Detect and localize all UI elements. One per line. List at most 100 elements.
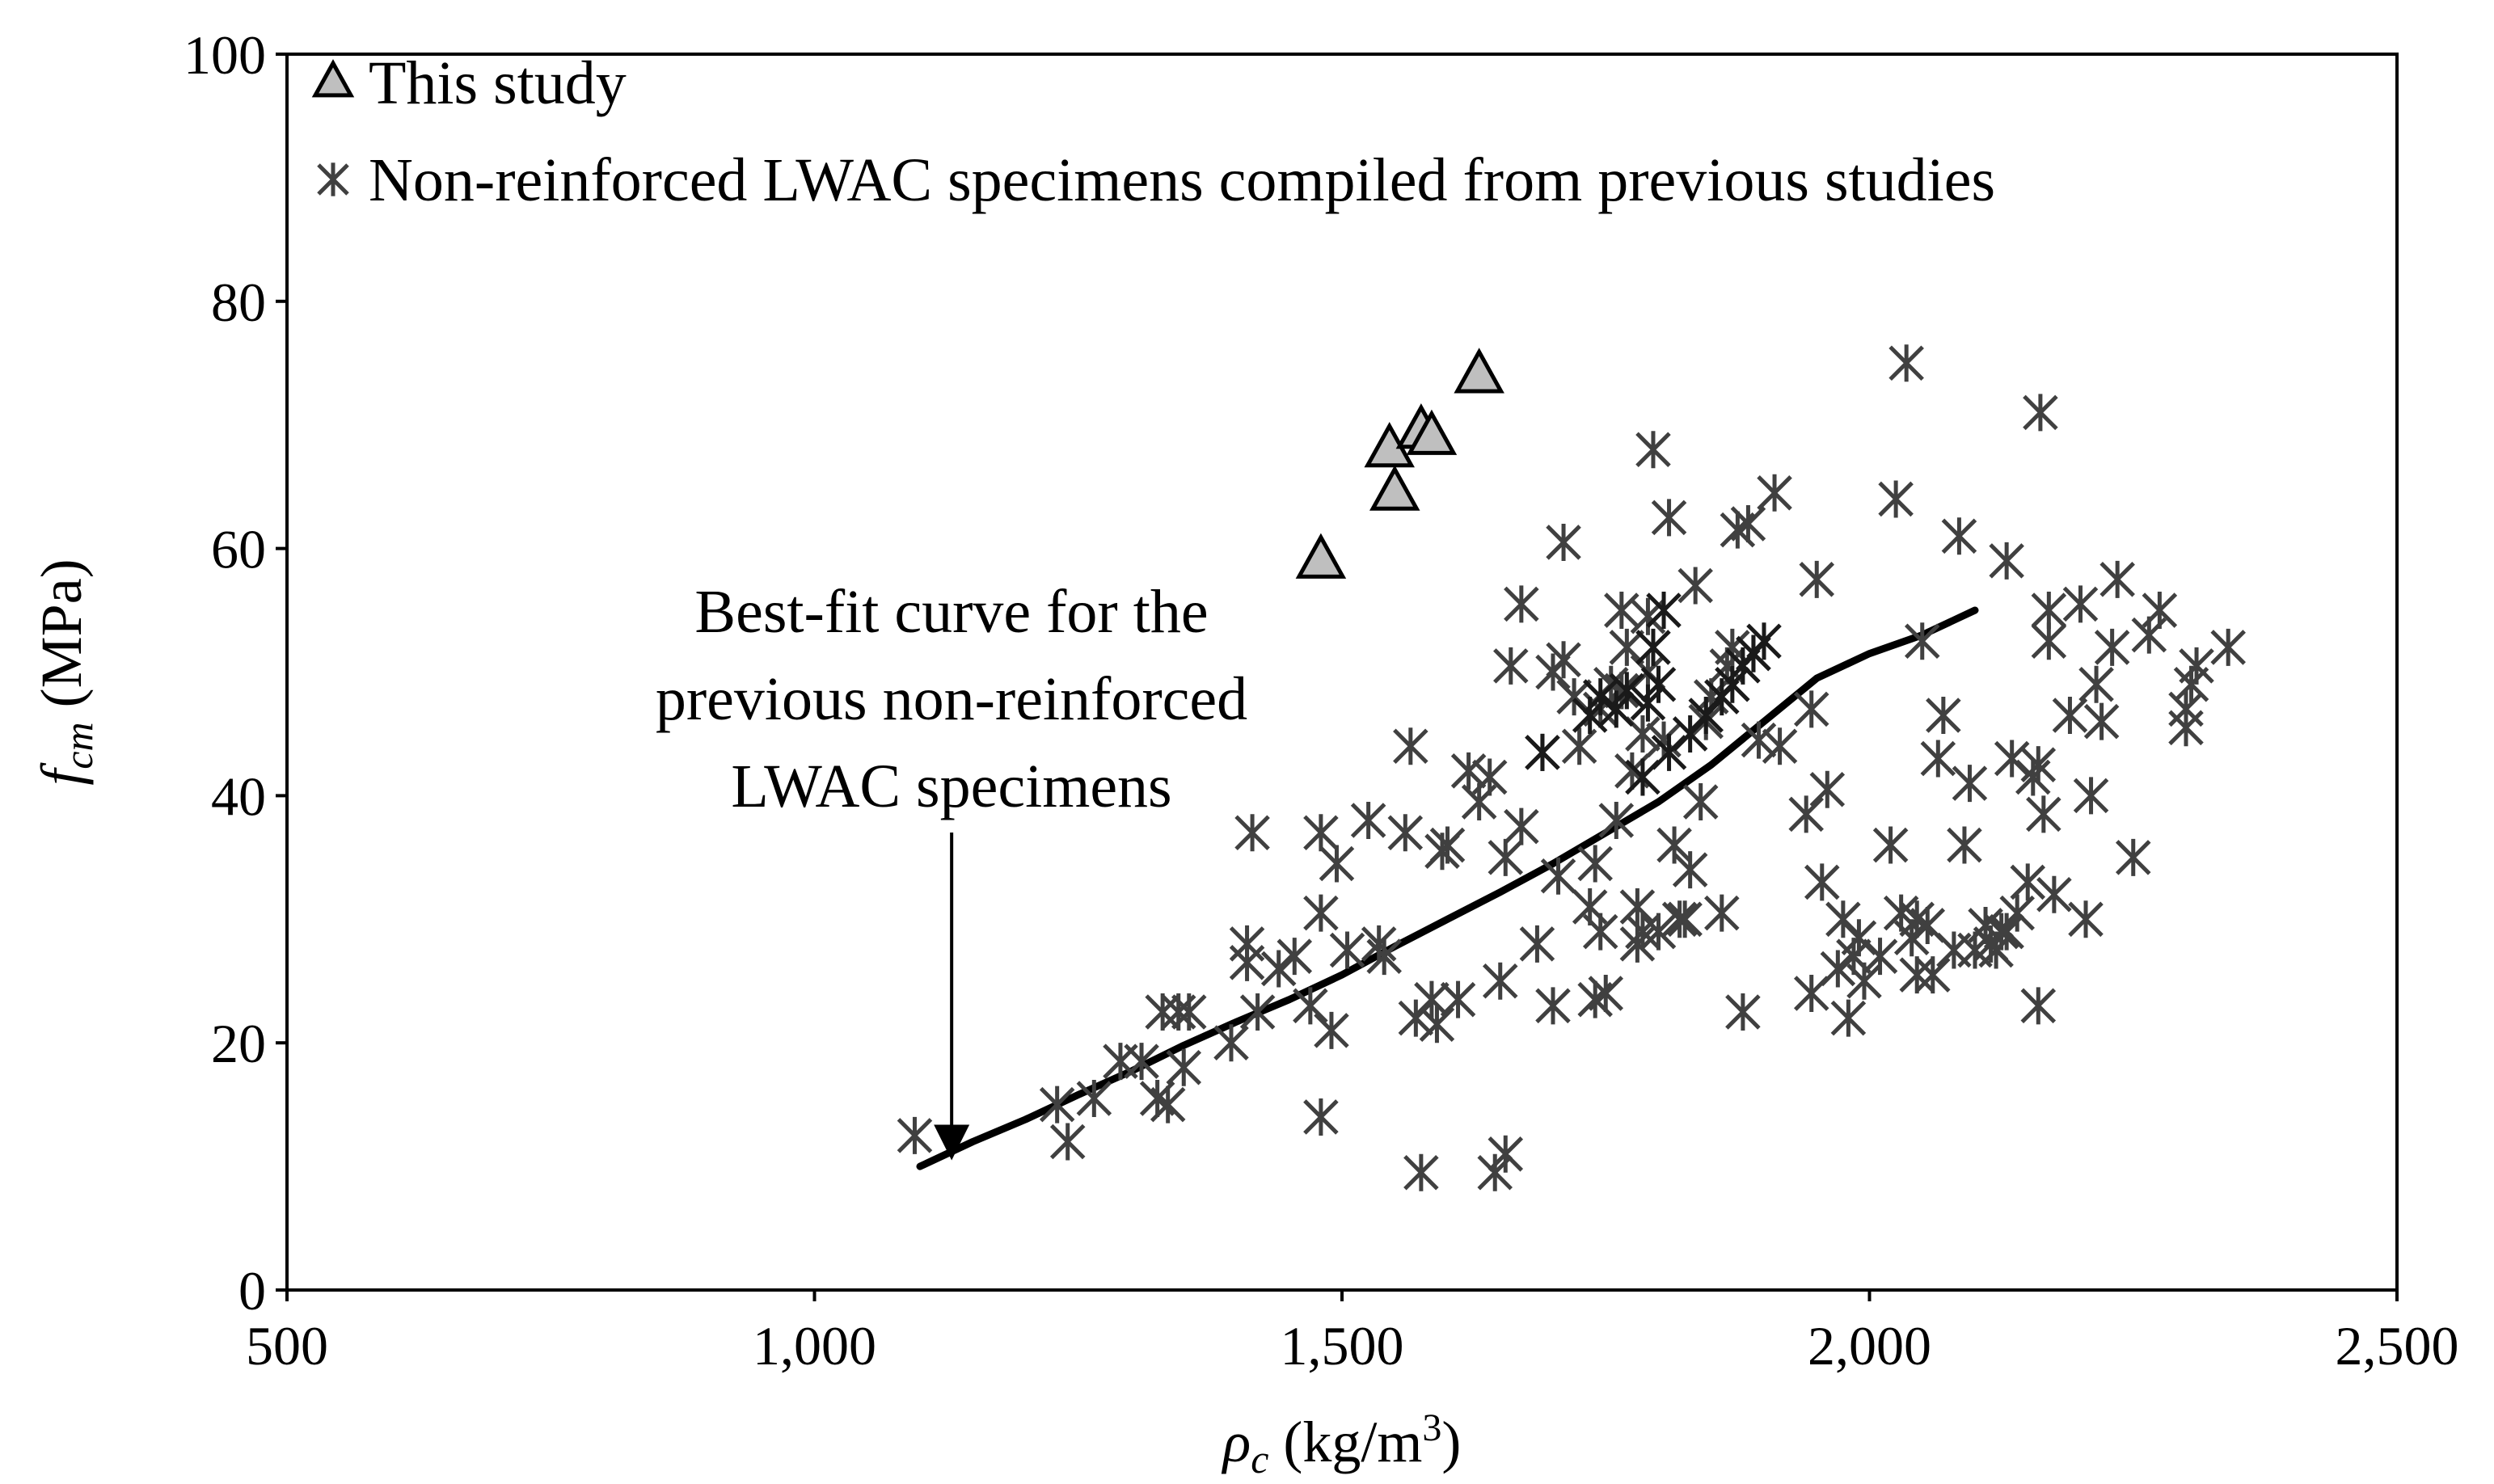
asterisk-point xyxy=(1677,567,1713,605)
asterisk-point xyxy=(1350,801,1386,839)
y-tick-label: 80 xyxy=(211,272,266,333)
asterisk-point xyxy=(1651,499,1687,537)
y-tick-label: 40 xyxy=(211,765,266,827)
asterisk-point xyxy=(1878,480,1914,518)
asterisk-point xyxy=(1393,727,1428,765)
x-axis-unit-pre: (kg/m xyxy=(1268,1410,1422,1474)
asterisk-point xyxy=(1904,622,1940,660)
asterisk-point xyxy=(1820,950,1856,988)
x-tick-label: 500 xyxy=(246,1315,328,1376)
asterisk-point xyxy=(1482,962,1518,1000)
asterisk-point xyxy=(1103,1043,1138,1081)
asterisk-point xyxy=(1229,925,1265,963)
x-axis-unit-sup: 3 xyxy=(1422,1406,1441,1449)
x-axis-symbol: ρ xyxy=(1222,1410,1251,1474)
asterisk-point xyxy=(1598,801,1635,839)
asterisk-point xyxy=(1546,523,1581,561)
x-tick-label: 1,500 xyxy=(1281,1315,1404,1376)
asterisk-point xyxy=(1561,727,1597,765)
x-axis-subscript: c xyxy=(1251,1436,1268,1482)
asterisk-point xyxy=(1150,1086,1186,1124)
asterisk-point xyxy=(1804,863,1840,901)
asterisk-point xyxy=(1419,1005,1455,1043)
asterisk-point xyxy=(2078,665,2114,703)
asterisk-point xyxy=(1862,938,1898,976)
asterisk-point xyxy=(1793,975,1829,1013)
annotation-line: previous non-reinforced xyxy=(656,665,1247,733)
asterisk-point xyxy=(1746,622,1782,660)
asterisk-point xyxy=(1672,851,1708,889)
asterisk-point xyxy=(1260,950,1297,988)
asterisk-point xyxy=(1303,894,1339,932)
asterisk-point xyxy=(1872,826,1909,864)
asterisk-point xyxy=(1888,344,1924,382)
asterisk-point xyxy=(1488,838,1524,876)
asterisk-point xyxy=(1319,845,1355,883)
asterisk-point xyxy=(1830,999,1867,1037)
asterisk-point xyxy=(1303,1098,1339,1136)
y-tick-label: 20 xyxy=(211,1013,266,1074)
legend-label: Non-reinforced LWAC specimens compiled f… xyxy=(369,146,1995,214)
asterisk-point xyxy=(1440,980,1476,1018)
asterisk-point xyxy=(1846,962,1882,1000)
x-axis-unit-post: ) xyxy=(1441,1410,1461,1474)
asterisk-point xyxy=(1625,913,1661,951)
asterisk-point xyxy=(2142,592,2178,630)
asterisk-point xyxy=(1952,765,1988,803)
asterisk-point xyxy=(1577,845,1613,883)
y-axis-unit: (MPa) xyxy=(29,559,94,722)
asterisk-point xyxy=(1788,795,1824,833)
asterisk-point xyxy=(1429,826,1466,864)
fit-curve-annotation: Best-fit curve for the previous non-reinf… xyxy=(656,578,1247,1161)
asterisk-point xyxy=(2083,702,2120,740)
plot-frame xyxy=(285,53,2399,1292)
asterisk-point xyxy=(2099,560,2135,598)
asterisk-point xyxy=(1809,770,1846,808)
triangle-point xyxy=(1454,348,1504,394)
asterisk-point xyxy=(1293,987,1328,1025)
asterisk-point xyxy=(1841,919,1877,957)
asterisk-point xyxy=(1493,647,1529,685)
asterisk-point xyxy=(1314,1011,1349,1049)
asterisk-point xyxy=(1999,894,2035,932)
asterisk-point xyxy=(897,1116,933,1154)
asterisk-point xyxy=(1535,987,1571,1025)
asterisk-point xyxy=(1329,931,1365,969)
triangle-point xyxy=(1295,533,1347,579)
asterisk-point xyxy=(1619,925,1656,963)
asterisk-point xyxy=(2073,777,2109,815)
asterisk-point xyxy=(1625,715,1661,753)
legend-asterisk-icon xyxy=(317,162,349,196)
asterisk-point xyxy=(1936,931,1972,969)
legend-triangle-icon xyxy=(311,59,355,98)
annotation-arrow-head xyxy=(934,1124,970,1161)
asterisk-point xyxy=(1640,665,1677,703)
asterisk-point xyxy=(1582,913,1618,951)
asterisk-point xyxy=(1519,925,1555,963)
asterisk-point xyxy=(1793,690,1829,728)
asterisk-point xyxy=(1039,1086,1075,1124)
asterisk-point xyxy=(1661,900,1698,938)
y-axis-subscript: cm xyxy=(56,722,101,769)
asterisk-point xyxy=(2031,592,2067,630)
asterisk-point xyxy=(1656,826,1692,864)
data-points-layer xyxy=(897,344,2246,1191)
annotation-line: LWAC specimens xyxy=(731,753,1171,820)
asterisk-point xyxy=(2023,394,2058,432)
annotation-line: Best-fit curve for the xyxy=(694,578,1208,646)
y-tick-label: 0 xyxy=(238,1260,266,1322)
legend: This study Non-reinforced LWAC specimens … xyxy=(311,49,1995,214)
asterisk-point xyxy=(1899,956,1935,994)
asterisk-point xyxy=(1989,542,2024,580)
asterisk-point xyxy=(2168,709,2204,747)
asterisk-point xyxy=(1682,783,1719,821)
asterisk-point xyxy=(1762,727,1798,765)
asterisk-point xyxy=(1588,975,1624,1013)
asterisk-point xyxy=(1609,628,1645,666)
asterisk-point xyxy=(2115,838,2151,876)
asterisk-point xyxy=(1730,505,1766,543)
asterisk-point xyxy=(1450,752,1487,790)
x-tick-label: 1,000 xyxy=(753,1315,876,1376)
asterisk-point xyxy=(1471,758,1508,796)
asterisk-point xyxy=(1609,672,1645,710)
